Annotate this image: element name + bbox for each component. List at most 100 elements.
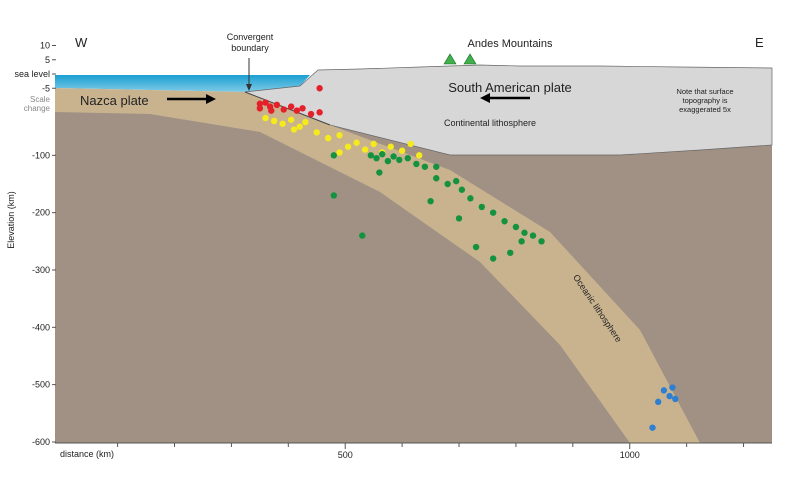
- y-tick-label: 5: [45, 55, 50, 65]
- earthquake: [344, 143, 352, 150]
- earthquake: [373, 154, 380, 162]
- y-tick-label: -400: [32, 322, 50, 332]
- earthquake: [654, 398, 662, 406]
- earthquake: [359, 232, 366, 239]
- earthquake: [489, 255, 497, 262]
- earthquake: [273, 101, 281, 109]
- earthquake: [433, 175, 440, 182]
- earthquake: [330, 192, 338, 199]
- earthquake: [296, 123, 303, 130]
- earthquake: [290, 126, 298, 133]
- earthquake: [367, 152, 375, 159]
- earthquake: [666, 392, 673, 400]
- earthquake: [336, 149, 343, 156]
- earthquake: [672, 395, 679, 403]
- earthquake: [396, 156, 403, 164]
- x-axis-title: distance (km): [60, 449, 114, 459]
- x-tick-label: 1000: [620, 450, 640, 460]
- earthquake: [287, 116, 295, 123]
- earthquake: [512, 223, 520, 231]
- continental-lithosphere-label: Continental lithosphere: [444, 118, 536, 128]
- earthquake: [316, 85, 323, 92]
- earthquake: [467, 195, 474, 202]
- y-tick-label: sea level: [14, 69, 50, 79]
- earthquake: [279, 120, 286, 127]
- earthquake: [370, 140, 377, 148]
- earthquake: [458, 186, 466, 193]
- earthquake: [455, 215, 463, 222]
- earthquake: [384, 157, 392, 165]
- y-tick-label: -100: [32, 150, 50, 160]
- earthquake: [330, 152, 338, 159]
- pointer-head: [246, 84, 252, 91]
- volcano: [443, 53, 457, 65]
- earthquake: [501, 218, 508, 225]
- earthquake: [316, 109, 323, 116]
- earthquake: [398, 147, 406, 154]
- y-tick-label: 10: [40, 41, 50, 51]
- earthquake: [293, 107, 301, 114]
- note: topography is: [682, 96, 727, 105]
- earthquake: [302, 118, 309, 126]
- andes-label: Andes Mountains: [468, 38, 553, 50]
- scale-change: change: [24, 104, 51, 113]
- earthquake: [529, 232, 537, 239]
- earthquake: [336, 132, 343, 139]
- earthquake: [421, 163, 429, 170]
- y-tick-label: -500: [32, 380, 50, 390]
- earthquake: [270, 117, 278, 125]
- earthquake: [472, 243, 480, 251]
- earthquake: [256, 100, 264, 107]
- earthquake: [489, 209, 497, 216]
- nazca-plate-label: Nazca plate: [80, 93, 149, 108]
- earthquake: [256, 105, 264, 112]
- ocean: [55, 75, 310, 92]
- earthquake: [262, 114, 269, 122]
- earthquake: [660, 387, 668, 394]
- earthquake: [404, 154, 412, 162]
- note: Note that surface: [676, 87, 733, 96]
- arrowhead: [206, 94, 216, 104]
- earthquake: [649, 424, 656, 431]
- earthquake: [413, 160, 420, 168]
- east-label: E: [755, 35, 764, 50]
- earthquake: [433, 163, 440, 170]
- earthquake: [507, 249, 514, 256]
- volcano: [463, 53, 477, 65]
- earthquake: [452, 177, 460, 185]
- earthquake: [427, 197, 434, 205]
- earthquake: [280, 106, 287, 113]
- y-axis-title: Elevation (km): [6, 191, 16, 249]
- earthquake: [376, 169, 383, 176]
- arrowhead: [480, 93, 490, 103]
- scale-change: Scale: [30, 95, 51, 104]
- earthquake: [478, 203, 485, 211]
- earthquake: [313, 129, 320, 136]
- earthquake: [324, 134, 332, 142]
- earthquake: [415, 152, 423, 159]
- earthquake: [387, 143, 394, 150]
- y-tick-label: -300: [32, 265, 50, 275]
- plate-boundary: [244, 91, 331, 126]
- y-tick-label: -200: [32, 208, 50, 218]
- earthquake: [268, 107, 275, 114]
- earthquake: [521, 229, 528, 236]
- earthquake: [518, 238, 525, 245]
- note: exaggerated 5x: [679, 105, 731, 114]
- y-tick-label: -5: [42, 83, 50, 93]
- convergent-label: Convergent: [227, 32, 274, 42]
- earthquake: [353, 139, 360, 146]
- x-tick-label: 500: [338, 450, 353, 460]
- earthquake: [299, 105, 306, 112]
- convergent-label: boundary: [231, 43, 269, 53]
- earthquake: [262, 99, 269, 106]
- earthquake: [390, 153, 397, 160]
- earthquake: [407, 140, 414, 148]
- earthquake: [379, 150, 386, 158]
- earthquake: [444, 180, 451, 188]
- earthquake: [538, 238, 545, 245]
- earthquake: [287, 103, 295, 110]
- earthquake: [669, 384, 676, 391]
- west-label: W: [75, 35, 88, 50]
